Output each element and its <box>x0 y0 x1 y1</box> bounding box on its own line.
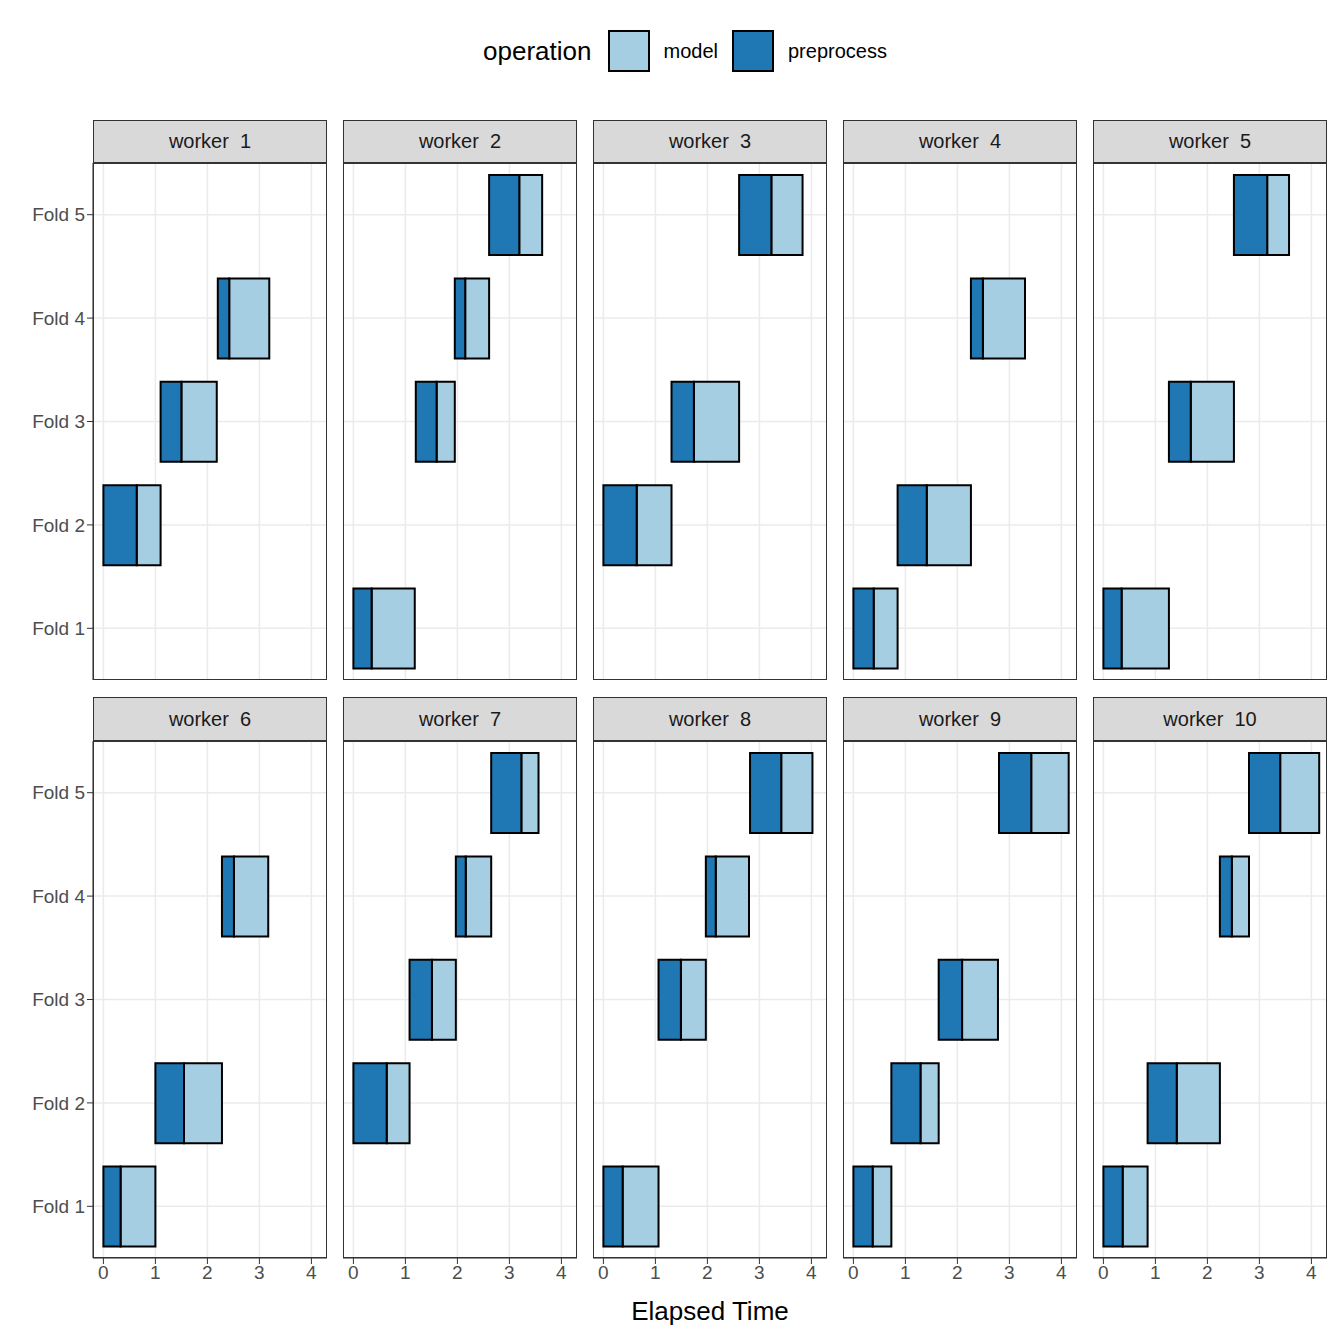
svg-text:3: 3 <box>504 1262 515 1283</box>
svg-text:3: 3 <box>1254 1262 1265 1283</box>
html-text:preprocess: preprocess <box>788 39 887 62</box>
html-text:model: model <box>663 39 718 62</box>
svg-text:3: 3 <box>754 1262 765 1283</box>
html-text:worker 9: worker 9 <box>918 707 1002 730</box>
html-text:worker 8: worker 8 <box>668 707 752 730</box>
svg-text:Fold 4: Fold 4 <box>32 886 85 907</box>
html-text:Elapsed Time: Elapsed Time <box>631 1296 789 1326</box>
svg-text:2: 2 <box>952 1262 963 1283</box>
svg-text:3: 3 <box>254 1262 265 1283</box>
svg-text:4: 4 <box>556 1262 567 1283</box>
svg-text:0: 0 <box>1098 1262 1109 1283</box>
svg-text:1: 1 <box>650 1262 661 1283</box>
svg-text:Fold 2: Fold 2 <box>32 515 85 536</box>
html-text:worker 7: worker 7 <box>418 707 502 730</box>
svg-text:Fold 5: Fold 5 <box>32 204 85 225</box>
svg-text:Fold 1: Fold 1 <box>32 618 85 639</box>
html-text:worker 1: worker 1 <box>168 130 252 152</box>
svg-text:4: 4 <box>806 1262 817 1283</box>
svg-text:Fold 3: Fold 3 <box>32 411 85 432</box>
html-text:worker 4: worker 4 <box>918 130 1002 152</box>
svg-text:1: 1 <box>1150 1262 1161 1283</box>
svg-text:1: 1 <box>900 1262 911 1283</box>
svg-text:0: 0 <box>848 1262 859 1283</box>
svg-text:2: 2 <box>202 1262 213 1283</box>
svg-text:Fold 3: Fold 3 <box>32 989 85 1010</box>
svg-text:3: 3 <box>1004 1262 1015 1283</box>
svg-text:2: 2 <box>702 1262 713 1283</box>
html-text:worker 6: worker 6 <box>168 707 252 730</box>
svg-text:Fold 4: Fold 4 <box>32 308 85 329</box>
svg-text:4: 4 <box>306 1262 317 1283</box>
html-text:operation: operation <box>483 35 592 66</box>
svg-text:Fold 2: Fold 2 <box>32 1093 85 1114</box>
html-text:worker 5: worker 5 <box>1168 130 1252 152</box>
svg-text:Fold 1: Fold 1 <box>32 1196 85 1217</box>
svg-text:0: 0 <box>98 1262 109 1283</box>
svg-text:2: 2 <box>1202 1262 1213 1283</box>
svg-text:Fold 5: Fold 5 <box>32 782 85 803</box>
svg-text:2: 2 <box>452 1262 463 1283</box>
svg-text:1: 1 <box>150 1262 161 1283</box>
svg-text:0: 0 <box>348 1262 359 1283</box>
svg-text:4: 4 <box>1306 1262 1317 1283</box>
svg-text:4: 4 <box>1056 1262 1067 1283</box>
html-text:worker 2: worker 2 <box>418 130 502 152</box>
svg-text:1: 1 <box>400 1262 411 1283</box>
svg-text:0: 0 <box>598 1262 609 1283</box>
html-text:worker 10: worker 10 <box>1163 707 1257 730</box>
html-text:worker 3: worker 3 <box>668 130 752 152</box>
